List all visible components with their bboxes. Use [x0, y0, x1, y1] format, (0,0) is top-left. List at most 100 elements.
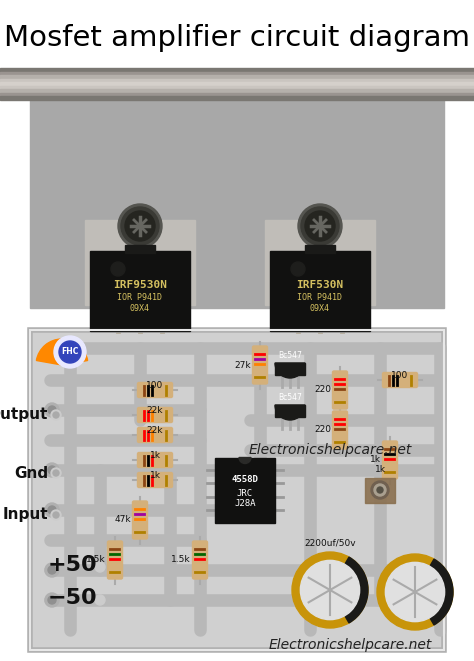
Wedge shape [275, 405, 305, 420]
Text: Electronicshelpcare.net: Electronicshelpcare.net [248, 443, 412, 457]
Bar [125, 245, 155, 253]
Text: 100: 100 [146, 381, 164, 390]
Text: 47k: 47k [114, 516, 131, 524]
Text: 1.5k: 1.5k [172, 555, 191, 564]
Bar [0, 89, 474, 93]
Circle shape [59, 341, 81, 363]
Text: Bc547: Bc547 [278, 393, 302, 402]
Text: 220: 220 [314, 426, 331, 434]
Bar [270, 251, 370, 331]
Wedge shape [275, 363, 305, 378]
Circle shape [374, 484, 386, 496]
Bar [0, 68, 474, 71]
Circle shape [125, 211, 155, 241]
Text: 1.5k: 1.5k [86, 555, 106, 564]
Circle shape [385, 563, 445, 621]
FancyBboxPatch shape [253, 346, 267, 384]
Text: IRF9530N: IRF9530N [113, 280, 167, 290]
Circle shape [45, 463, 59, 477]
Circle shape [45, 403, 59, 417]
Circle shape [301, 207, 339, 245]
Circle shape [51, 468, 61, 478]
FancyBboxPatch shape [137, 453, 173, 467]
Bar [0, 97, 474, 100]
Text: IOR P941D
09X4: IOR P941D 09X4 [118, 293, 163, 313]
Bar [275, 363, 305, 375]
Text: Input: Input [2, 508, 48, 522]
Text: Gnd: Gnd [14, 465, 48, 481]
FancyBboxPatch shape [137, 473, 173, 488]
Circle shape [291, 262, 305, 276]
Text: Output: Output [0, 407, 48, 422]
Bar [30, 330, 444, 650]
Bar [0, 93, 474, 97]
Text: Electronicshelpcare.net: Electronicshelpcare.net [268, 638, 432, 652]
Text: IOR P941D
09X4: IOR P941D 09X4 [298, 293, 343, 313]
Text: 100: 100 [392, 371, 409, 380]
FancyBboxPatch shape [383, 441, 398, 479]
Circle shape [111, 262, 125, 276]
Bar [215, 457, 275, 522]
Circle shape [48, 596, 56, 604]
Circle shape [118, 204, 162, 248]
Text: JRC: JRC [237, 488, 253, 498]
Text: Mosfet amplifier circuit diagram: Mosfet amplifier circuit diagram [4, 24, 470, 52]
Text: 4558D: 4558D [232, 475, 258, 485]
Bar [275, 405, 305, 417]
Circle shape [121, 207, 159, 245]
Text: 22k: 22k [147, 406, 163, 415]
FancyBboxPatch shape [137, 407, 173, 422]
Text: 2200uf/50v: 2200uf/50v [304, 538, 356, 547]
Bar [0, 82, 474, 86]
FancyBboxPatch shape [137, 428, 173, 442]
FancyBboxPatch shape [192, 541, 208, 579]
FancyBboxPatch shape [137, 383, 173, 397]
Text: J28A: J28A [234, 500, 256, 508]
Text: Bc547: Bc547 [278, 351, 302, 360]
Text: 1k: 1k [149, 451, 161, 460]
Circle shape [371, 481, 389, 499]
Circle shape [95, 595, 105, 605]
Circle shape [95, 562, 105, 572]
Bar [265, 220, 375, 305]
Circle shape [305, 211, 335, 241]
Bar [0, 71, 474, 75]
Wedge shape [330, 557, 368, 623]
Wedge shape [36, 339, 88, 365]
Circle shape [45, 503, 59, 517]
Circle shape [53, 412, 59, 418]
FancyBboxPatch shape [108, 541, 122, 579]
Circle shape [298, 204, 342, 248]
Wedge shape [415, 559, 453, 625]
Text: 1k: 1k [370, 455, 381, 465]
Text: −50: −50 [48, 588, 98, 608]
Circle shape [51, 410, 61, 420]
Circle shape [48, 466, 56, 474]
FancyBboxPatch shape [133, 501, 147, 539]
Bar [365, 478, 395, 503]
Text: 22k: 22k [147, 426, 163, 435]
Bar [0, 86, 474, 89]
FancyBboxPatch shape [332, 371, 347, 409]
Circle shape [292, 552, 368, 628]
Circle shape [377, 554, 453, 630]
Circle shape [54, 336, 86, 368]
Bar [0, 75, 474, 79]
Text: 220: 220 [314, 385, 331, 395]
FancyBboxPatch shape [383, 373, 418, 387]
Bar [0, 79, 474, 82]
Text: 1k: 1k [374, 465, 385, 474]
Circle shape [48, 406, 56, 414]
Circle shape [48, 506, 56, 514]
Bar [90, 251, 190, 331]
Circle shape [301, 561, 360, 619]
Bar [30, 330, 444, 650]
Bar [305, 245, 335, 253]
Text: FHC: FHC [61, 348, 79, 356]
FancyBboxPatch shape [332, 411, 347, 449]
Bar [30, 330, 444, 650]
Text: IRF530N: IRF530N [296, 280, 344, 290]
Circle shape [51, 510, 61, 520]
Circle shape [48, 566, 56, 574]
Bar [85, 220, 195, 305]
